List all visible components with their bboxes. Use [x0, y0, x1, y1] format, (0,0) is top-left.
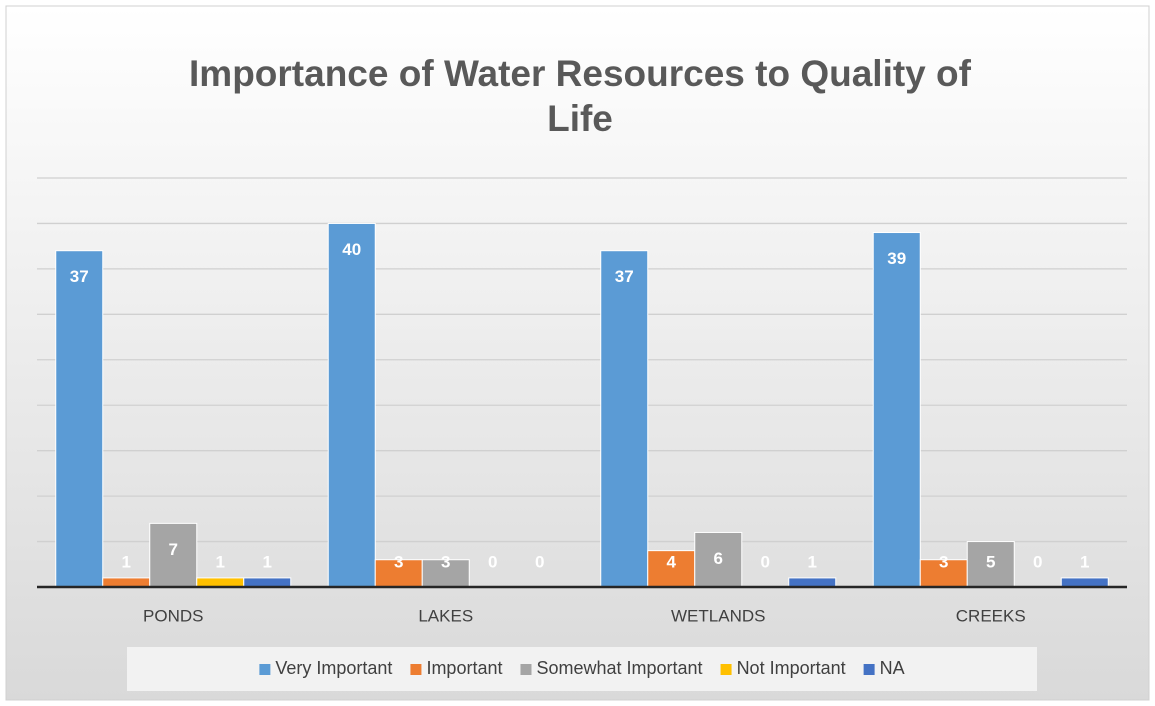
chart-title: Life	[547, 98, 613, 139]
data-label: 3	[441, 552, 450, 571]
bar	[1060, 577, 1109, 588]
data-label: 3	[939, 552, 948, 571]
data-label: 5	[986, 552, 995, 571]
legend-swatch	[410, 664, 422, 675]
legend-label: Not Important	[737, 658, 846, 678]
data-label: 3	[394, 552, 403, 571]
legend-swatch	[863, 664, 875, 675]
data-label: 0	[488, 552, 497, 571]
data-label: 1	[808, 552, 817, 571]
data-label: 0	[1033, 552, 1042, 571]
data-label: 0	[761, 552, 770, 571]
bar	[966, 541, 1015, 588]
bar	[919, 559, 968, 588]
data-label: 37	[615, 267, 634, 286]
bar	[788, 577, 837, 588]
data-label: 1	[216, 552, 225, 571]
legend-swatch	[720, 664, 732, 675]
bar	[196, 577, 245, 588]
data-label: 39	[887, 249, 906, 268]
bar	[243, 577, 292, 588]
legend-label: Important	[426, 658, 502, 678]
data-label: 37	[70, 267, 89, 286]
data-label: 1	[263, 552, 272, 571]
bar	[374, 559, 423, 588]
chart-title: Importance of Water Resources to Quality…	[189, 53, 972, 94]
bar	[872, 232, 921, 588]
x-tick-label: PONDS	[143, 606, 203, 625]
bar	[102, 577, 151, 588]
data-label: 0	[535, 552, 544, 571]
data-label: 1	[122, 552, 131, 571]
legend-label: Very Important	[275, 658, 392, 678]
x-tick-label: WETLANDS	[671, 606, 765, 625]
legend-swatch	[520, 664, 532, 675]
x-tick-label: CREEKS	[956, 606, 1026, 625]
legend-swatch	[259, 664, 271, 675]
bar	[327, 222, 376, 588]
data-label: 40	[342, 240, 361, 259]
bar	[600, 250, 649, 588]
data-label: 7	[169, 540, 178, 559]
bar	[647, 550, 696, 588]
data-label: 6	[714, 549, 723, 568]
bar	[55, 250, 104, 588]
legend-label: Somewhat Important	[536, 658, 702, 678]
legend-label: NA	[880, 658, 905, 678]
x-tick-label: LAKES	[418, 606, 473, 625]
data-label: 1	[1080, 552, 1089, 571]
data-label: 4	[667, 552, 677, 571]
legend-box	[127, 647, 1037, 691]
